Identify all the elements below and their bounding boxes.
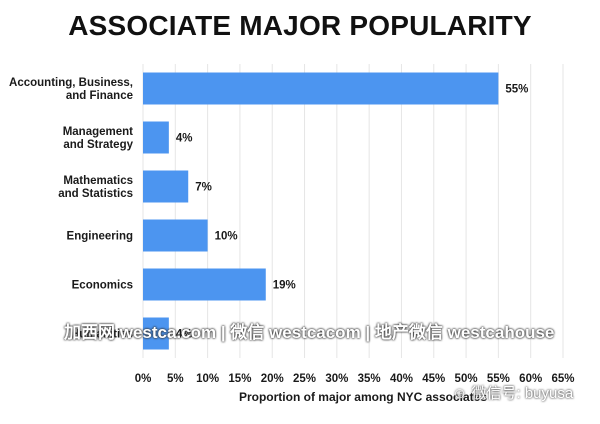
- x-tick-label: 65%: [551, 373, 574, 385]
- x-tick-label: 40%: [390, 373, 413, 385]
- category-label: Economics: [72, 280, 133, 292]
- bar: [143, 219, 208, 252]
- bar: [143, 121, 169, 154]
- category-label: Engineering: [67, 231, 133, 243]
- chart-title: ASSOCIATE MAJOR POPULARITY: [68, 10, 532, 41]
- data-label: 19%: [273, 280, 296, 292]
- x-tick-label: 45%: [422, 373, 445, 385]
- data-label: 4%: [176, 133, 193, 145]
- wechat-logo-icon: ☺: [452, 385, 468, 402]
- x-tick-label: 10%: [196, 373, 219, 385]
- category-label: Accounting, Business, and Finance: [9, 77, 133, 102]
- data-label: 7%: [195, 182, 212, 194]
- x-tick-label: 50%: [455, 373, 478, 385]
- x-tick-label: 30%: [325, 373, 348, 385]
- x-tick-label: 5%: [167, 373, 184, 385]
- category-label: Mathematics and Statistics: [58, 175, 133, 200]
- bar: [143, 72, 499, 105]
- x-tick-label: 60%: [519, 373, 542, 385]
- data-label: 4%: [176, 329, 193, 341]
- watermark-wechat-text: 微信号: buyusa: [471, 385, 574, 402]
- bar: [143, 317, 169, 350]
- category-label: Humanities: [71, 329, 133, 341]
- x-tick-label: 55%: [487, 373, 510, 385]
- watermark-wechat-id: ☺ 微信号: buyusa: [452, 382, 573, 403]
- watermark-text: 加西网 westca.com | 微信 westcacom | 地产微信 wes…: [64, 323, 555, 342]
- x-tick-label: 0%: [135, 373, 152, 385]
- data-label: 55%: [505, 84, 528, 96]
- x-tick-label: 35%: [358, 373, 381, 385]
- data-label: 10%: [215, 231, 238, 243]
- x-tick-label: 15%: [228, 373, 251, 385]
- x-tick-label: 20%: [261, 373, 284, 385]
- category-label: Management and Strategy: [63, 126, 134, 151]
- x-tick-label: 25%: [293, 373, 316, 385]
- bar: [143, 170, 189, 203]
- bar: [143, 268, 266, 301]
- x-axis-title: Proportion of major among NYC associates: [239, 390, 487, 404]
